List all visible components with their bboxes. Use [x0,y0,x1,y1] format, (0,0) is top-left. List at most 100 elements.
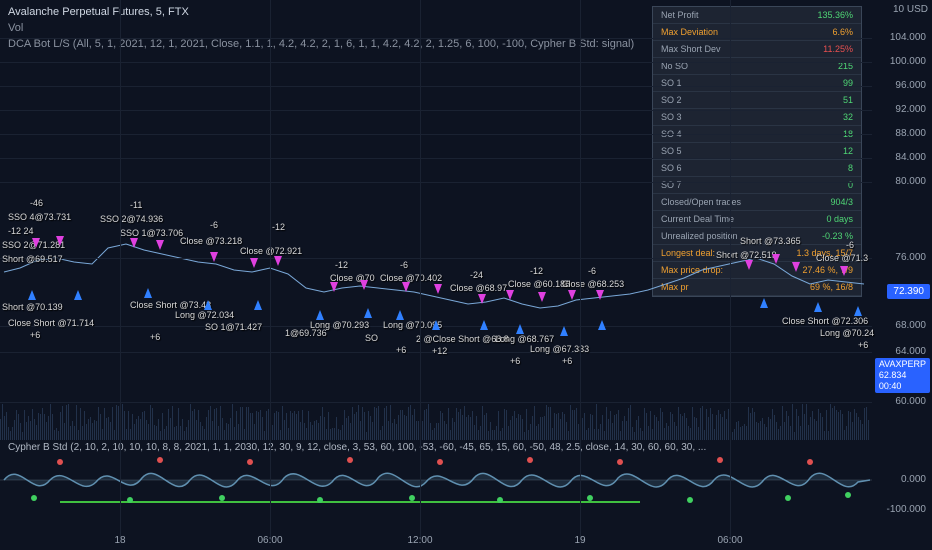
short-arrow-icon [402,282,410,292]
long-arrow-icon [814,302,822,312]
trade-annotation: Short @69.517 [2,254,63,264]
trade-annotation: -24 [470,270,483,280]
trade-annotation: Short @73.365 [740,236,801,246]
current-price-badge: 72.390 [887,284,930,299]
trade-annotation: -6 [588,266,596,276]
long-arrow-icon [598,320,606,330]
trade-annotation: -12 [530,266,543,276]
price-tick: 84.000 [895,152,926,163]
long-arrow-icon [432,320,440,330]
price-tick: 64.000 [895,346,926,357]
price-tick: 76.000 [895,252,926,263]
time-tick: 12:00 [407,535,432,546]
main-chart[interactable]: -46SSO 4@73.731-12 24SSO 2@71.281Short @… [0,0,872,440]
short-arrow-icon [250,258,258,268]
long-arrow-icon [204,300,212,310]
trade-annotation: Long @68.767 [495,334,554,344]
trade-annotation: Close @72.921 [240,246,302,256]
short-arrow-icon [434,284,442,294]
trade-annotation: -46 [30,198,43,208]
long-arrow-icon [854,306,862,316]
trade-annotation: Close @73.218 [180,236,242,246]
short-arrow-icon [360,280,368,290]
price-tick: 104.000 [890,32,926,43]
trade-annotation: Close @68.97 [450,283,507,293]
trade-annotation: SO 1@71.427 [205,322,262,332]
long-arrow-icon [316,310,324,320]
long-arrow-icon [396,310,404,320]
short-arrow-icon [745,260,753,270]
short-arrow-icon [772,254,780,264]
trade-annotation: +6 [858,340,868,350]
indicator-tick: 0.000 [901,474,926,485]
trade-annotation: -12 24 [8,226,34,236]
long-arrow-icon [364,308,372,318]
long-arrow-icon [144,288,152,298]
long-arrow-icon [74,290,82,300]
indicator-tick: -100.000 [887,504,926,515]
short-arrow-icon [330,282,338,292]
short-arrow-icon [156,240,164,250]
trade-annotation: +6 [510,356,520,366]
price-tick: 100.000 [890,56,926,67]
trade-annotation: +6 [396,345,406,355]
trade-annotation: -12 [335,260,348,270]
trade-annotation: 1@69.736 [285,328,327,338]
trade-annotation: Short @70.139 [2,302,63,312]
short-arrow-icon [538,292,546,302]
short-arrow-icon [274,256,282,266]
trade-annotation: Long @70.24 [820,328,874,338]
long-arrow-icon [28,290,36,300]
short-arrow-icon [210,252,218,262]
trade-annotation: Close Short @71.714 [8,318,94,328]
trade-annotation: -11 [130,200,142,210]
trade-annotation: SSO 4@73.731 [8,212,71,222]
trade-annotation: +12 [432,346,447,356]
trade-annotation: Close @60.186 [508,279,570,289]
short-arrow-icon [130,238,138,248]
price-tick: 96.000 [895,80,926,91]
price-axis: 104.000 100.000 96.000 92.000 88.000 84.000 80… [872,0,932,440]
trade-annotation: SSO 1@73.706 [120,228,183,238]
long-arrow-icon [516,324,524,334]
trade-annotation: Short @72.519 [716,250,777,260]
lower-indicator-panel[interactable]: Cypher B Std (2, 10, 2, 10, 10, 10, 8, 8… [0,440,872,520]
long-arrow-icon [254,300,262,310]
trade-annotation: Long @72.034 [175,310,234,320]
trade-annotation: Close @68.253 [562,279,624,289]
time-tick: 06:00 [717,535,742,546]
short-arrow-icon [32,238,40,248]
short-arrow-icon [478,294,486,304]
price-tick: 88.000 [895,128,926,139]
time-tick: 18 [114,535,125,546]
short-arrow-icon [840,266,848,276]
trade-annotation: Close Short @72.306 [782,316,868,326]
trade-annotation: +6 [150,332,160,342]
long-arrow-icon [760,298,768,308]
trade-annotation: -6 [210,220,218,230]
price-tick: 68.000 [895,320,926,331]
trade-annotation: +6 [30,330,40,340]
trade-annotation: -6 [400,260,408,270]
trade-annotation: Close @70.402 [380,273,442,283]
trade-annotation: -6 [846,240,854,250]
trade-annotation: -12 [272,222,285,232]
time-tick: 06:00 [257,535,282,546]
trade-annotation: Close @71.3 [816,253,868,263]
short-arrow-icon [56,236,64,246]
price-tick: 92.000 [895,104,926,115]
avax-badge: AVAXPERP62.83400:40 [875,358,930,393]
short-arrow-icon [792,262,800,272]
trade-annotation: SO [365,333,378,343]
trade-annotation: SSO 2@74.936 [100,214,163,224]
trade-annotation: Close Short @73.43 [130,300,211,310]
price-tick: 80.000 [895,176,926,187]
short-arrow-icon [596,290,604,300]
short-arrow-icon [506,290,514,300]
trade-annotation: +6 [562,356,572,366]
price-tick: 60.000 [895,396,926,407]
long-arrow-icon [560,326,568,336]
time-tick: 19 [574,535,585,546]
short-arrow-icon [568,290,576,300]
long-arrow-icon [480,320,488,330]
